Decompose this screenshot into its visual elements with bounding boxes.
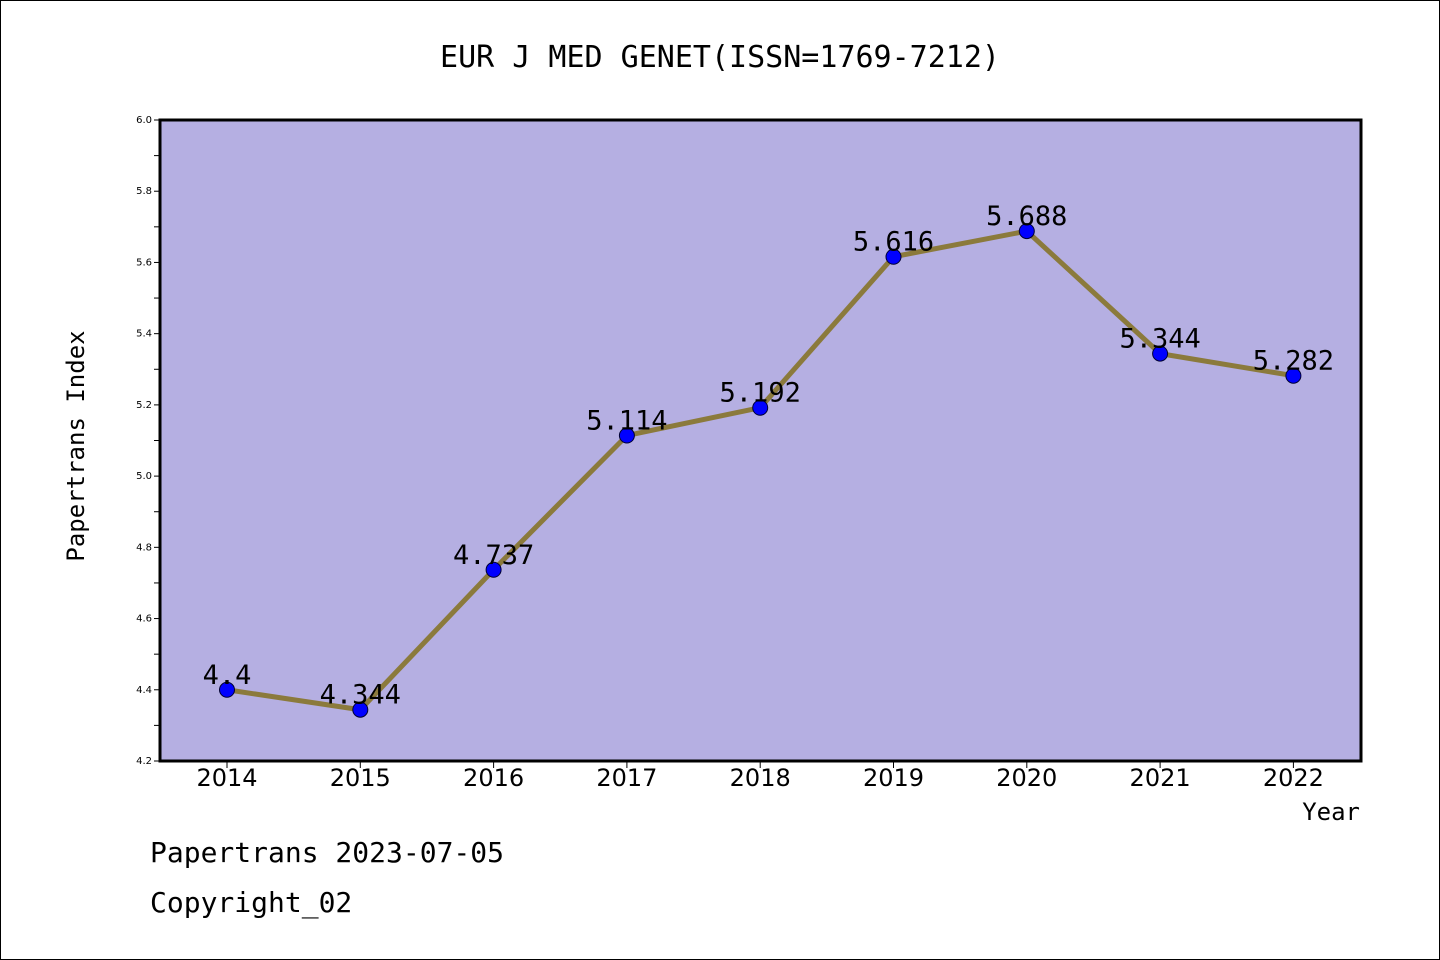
data-label: 5.344 xyxy=(1119,324,1200,355)
y-axis: 4.2 4.4 4.6 4.8 5.0 5.2 5.4 5.6 5.8 6.0 xyxy=(136,115,160,767)
plot-area xyxy=(158,118,1363,763)
data-point xyxy=(1285,367,1302,384)
y-tick-label: 5.2 xyxy=(136,400,152,411)
x-tick-label: 2018 xyxy=(730,764,791,792)
x-tick-label: 2019 xyxy=(863,764,924,792)
x-axis-label: Year xyxy=(1302,798,1360,826)
x-tick-label: 2020 xyxy=(996,764,1057,792)
data-point xyxy=(1018,223,1035,240)
x-tick-label: 2016 xyxy=(463,764,524,792)
x-axis: 2014 2015 2016 2017 2018 2019 2020 2021 2022 xyxy=(196,761,1324,792)
footer-copyright: Copyright_02 xyxy=(150,886,353,919)
y-axis-label: Papertrans Index xyxy=(62,330,90,561)
y-tick-label: 5.6 xyxy=(136,257,152,268)
y-tick-label: 4.2 xyxy=(136,756,152,767)
y-tick-label: 6.0 xyxy=(136,115,152,126)
y-tick-label: 4.6 xyxy=(136,614,152,625)
x-tick-label: 2021 xyxy=(1130,764,1191,792)
x-tick-label: 2022 xyxy=(1263,764,1324,792)
data-label: 4.344 xyxy=(320,680,401,711)
y-tick-label: 4.4 xyxy=(136,685,152,696)
x-tick-label: 2014 xyxy=(196,764,257,792)
data-label: 4.4 xyxy=(203,660,252,691)
series-papertrans-index xyxy=(219,223,1302,718)
data-label: 5.282 xyxy=(1253,346,1334,377)
data-labels: 4.4 4.344 4.737 5.114 5.192 5.616 5.688 5.344 5.… xyxy=(203,201,1334,711)
y-tick-label: 5.8 xyxy=(136,186,152,197)
x-tick-label: 2015 xyxy=(330,764,391,792)
data-point xyxy=(219,681,235,698)
data-point xyxy=(885,248,902,265)
data-label: 5.688 xyxy=(986,201,1067,232)
data-point xyxy=(352,701,369,718)
data-label: 5.192 xyxy=(720,378,801,409)
data-point xyxy=(752,399,769,416)
data-label: 5.616 xyxy=(853,227,934,258)
data-label: 5.114 xyxy=(586,406,667,437)
data-label: 4.737 xyxy=(453,540,534,571)
chart-title: EUR J MED GENET(ISSN=1769-7212) xyxy=(440,40,1000,75)
y-tick-label: 5.0 xyxy=(136,471,152,482)
x-tick-label: 2017 xyxy=(596,764,657,792)
y-tick-label: 5.4 xyxy=(136,329,152,340)
y-tick-label: 4.8 xyxy=(136,542,152,553)
data-point xyxy=(618,427,635,444)
data-point xyxy=(1152,345,1169,362)
footer-date: Papertrans 2023-07-05 xyxy=(150,836,505,869)
data-point xyxy=(485,561,502,578)
